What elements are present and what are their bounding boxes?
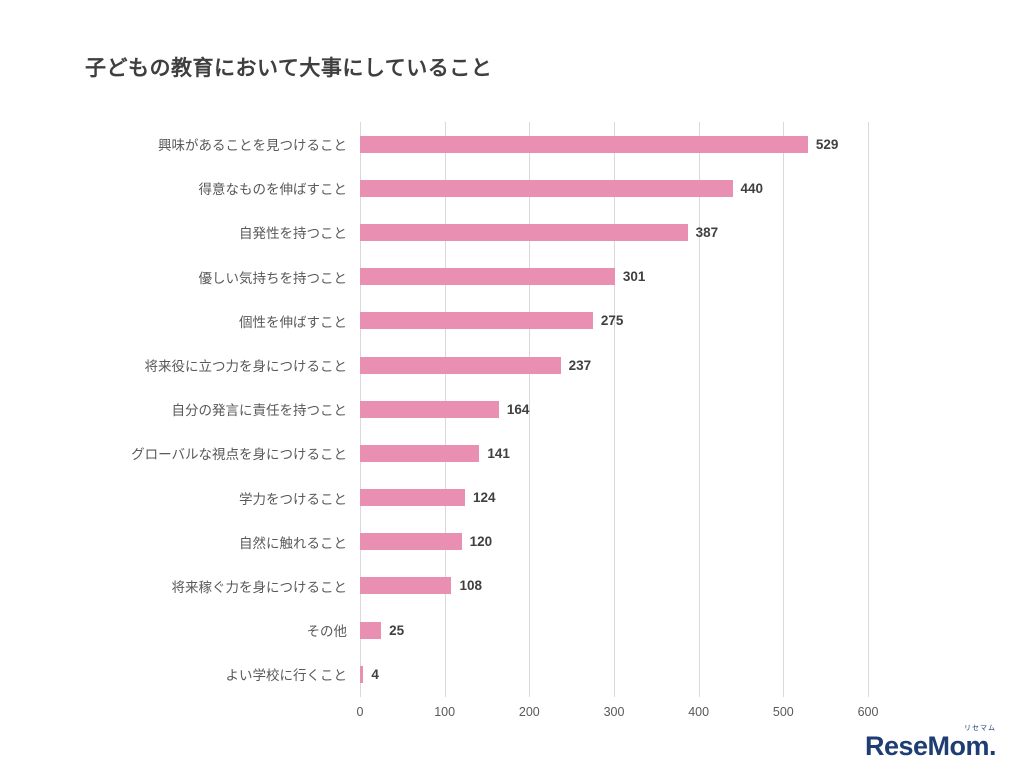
logo-kana-text: リセマム bbox=[964, 725, 996, 732]
gridline bbox=[529, 122, 531, 697]
bar bbox=[360, 444, 480, 462]
bar bbox=[360, 179, 733, 197]
bar-row: 学力をつけること 124 bbox=[85, 476, 885, 520]
bar-value-label: 141 bbox=[487, 445, 510, 461]
x-axis-tick-label: 0 bbox=[356, 705, 364, 719]
bar bbox=[360, 577, 452, 595]
bar bbox=[360, 268, 615, 286]
bar bbox=[360, 621, 382, 639]
category-label: 自発性を持つこと bbox=[239, 226, 347, 242]
gridline bbox=[614, 122, 615, 697]
x-axis: 0 100 200 300 400 500 600 bbox=[356, 705, 879, 725]
bar-row: 得意なものを伸ばすこと 440 bbox=[85, 166, 885, 210]
bar-area: 529 bbox=[360, 135, 868, 153]
gridline bbox=[783, 122, 785, 697]
category-label: 将来役に立つ力を身につけること bbox=[144, 359, 348, 375]
bar bbox=[360, 489, 465, 507]
bar-row: 将来役に立つ力を身につけること 237 bbox=[85, 343, 885, 387]
bar-chart: 興味があることを見つけること 529 得意なものを伸ばすこと 440 自発性を持つこと 3… bbox=[85, 122, 885, 722]
category-label: その他 bbox=[306, 624, 348, 640]
x-axis-tick-label: 500 bbox=[772, 705, 794, 719]
bar-row: 自発性を持つこと 387 bbox=[85, 210, 885, 254]
bar bbox=[360, 312, 593, 330]
x-axis-tick-label: 400 bbox=[688, 705, 710, 719]
bar-value-label: 164 bbox=[506, 401, 530, 417]
logo-text: ReseMom. bbox=[864, 731, 997, 761]
category-label: 優しい気持ちを持つこと bbox=[198, 270, 348, 286]
bar bbox=[360, 356, 561, 374]
bar-value-label: 120 bbox=[469, 534, 493, 550]
x-axis-tick-label: 100 bbox=[434, 705, 456, 719]
bar-row: 自分の発言に責任を持つこと 164 bbox=[85, 387, 885, 431]
chart-title: 子どもの教育において大事にしていること bbox=[85, 57, 493, 80]
bar-row: よい学校に行くこと 4 bbox=[85, 652, 885, 696]
category-label: 興味があることを見つけること bbox=[158, 138, 347, 154]
x-axis-tick-label: 200 bbox=[518, 705, 540, 719]
bar-value-label: 124 bbox=[472, 490, 496, 506]
bar-area: 275 bbox=[360, 312, 868, 330]
bar bbox=[360, 400, 499, 418]
resemom-logo: リセマム ReseMom. bbox=[864, 725, 997, 761]
bar-area: 4 bbox=[360, 665, 868, 683]
category-label: 個性を伸ばすこと bbox=[239, 314, 347, 330]
x-axis-tick-label: 600 bbox=[857, 705, 879, 719]
bar-area: 141 bbox=[360, 444, 868, 462]
bar-value-label: 237 bbox=[568, 357, 592, 373]
bar-row: 将来稼ぐ力を身につけること 108 bbox=[85, 564, 885, 608]
bar-row: 興味があることを見つけること 529 bbox=[85, 122, 885, 166]
bar-value-label: 108 bbox=[459, 578, 482, 594]
category-label: 将来稼ぐ力を身につけること bbox=[171, 579, 348, 595]
category-label: 学力をつけること bbox=[239, 491, 347, 507]
bar bbox=[360, 533, 462, 551]
bar-value-label: 25 bbox=[389, 622, 405, 638]
bar-area: 440 bbox=[360, 179, 868, 197]
bar-value-label: 387 bbox=[695, 224, 719, 240]
bar-rows: 興味があることを見つけること 529 得意なものを伸ばすこと 440 自発性を持つこと 3… bbox=[85, 122, 885, 696]
bar bbox=[360, 223, 688, 241]
bar-row: 自然に触れること 120 bbox=[85, 520, 885, 564]
bar-area: 120 bbox=[360, 533, 868, 551]
bar-value-label: 4 bbox=[371, 666, 379, 682]
bar-area: 164 bbox=[360, 400, 868, 418]
bar-area: 237 bbox=[360, 356, 868, 374]
bar-row: 個性を伸ばすこと 275 bbox=[85, 299, 885, 343]
category-label: グローバルな視点を身につけること bbox=[131, 447, 347, 463]
bar-row: グローバルな視点を身につけること 141 bbox=[85, 431, 885, 475]
bar bbox=[360, 135, 808, 153]
category-label: 自然に触れること bbox=[239, 535, 347, 551]
category-label: 自分の発言に責任を持つこと bbox=[171, 403, 348, 419]
category-label: よい学校に行くこと bbox=[225, 668, 348, 684]
bar-area: 301 bbox=[360, 268, 868, 286]
bar bbox=[360, 665, 364, 683]
bar-value-label: 275 bbox=[600, 313, 624, 329]
bar-area: 25 bbox=[360, 621, 868, 639]
bar-area: 124 bbox=[360, 489, 868, 507]
bar-area: 387 bbox=[360, 223, 868, 241]
bar-row: その他 25 bbox=[85, 608, 885, 652]
bar-area: 108 bbox=[360, 577, 868, 595]
gridline bbox=[698, 122, 700, 697]
bar-value-label: 529 bbox=[815, 136, 839, 152]
gridline bbox=[868, 122, 869, 697]
bar-row: 優しい気持ちを持つこと 301 bbox=[85, 255, 885, 299]
x-axis-tick-label: 300 bbox=[603, 705, 625, 719]
bar-value-label: 301 bbox=[622, 269, 646, 285]
category-label: 得意なものを伸ばすこと bbox=[198, 182, 348, 198]
bar-value-label: 440 bbox=[740, 180, 764, 196]
